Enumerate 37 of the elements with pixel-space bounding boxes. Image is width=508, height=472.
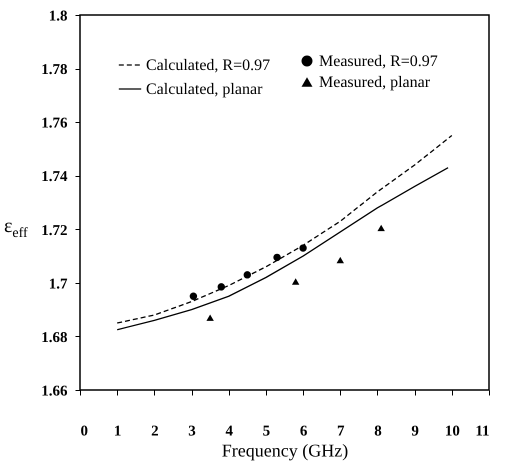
y-tick-label: 1.74	[41, 169, 68, 186]
x-tick-label: 9	[411, 424, 419, 440]
legend-label: Calculated, R=0.97	[146, 57, 270, 74]
point	[244, 271, 252, 279]
x-tick-label: 6	[300, 424, 308, 440]
point	[336, 256, 344, 264]
legend-label: Calculated, planar	[146, 81, 264, 98]
legend-label: Measured, planar	[319, 74, 431, 91]
point	[299, 244, 307, 252]
y-axis-title: ε$_{eff}$	[4, 215, 28, 242]
x-tick-label: 7	[337, 424, 346, 440]
x-tick-label: 2	[151, 424, 159, 440]
x-tick-label: 5	[262, 424, 270, 440]
point	[292, 278, 300, 285]
x-tick-label: 1	[114, 424, 122, 440]
y-tick-label: 1.72	[41, 222, 68, 239]
x-tick-label: 4	[225, 424, 234, 440]
x-tick-label: 11	[475, 424, 490, 440]
legend-label: Measured, R=0.97	[319, 53, 438, 70]
point	[206, 314, 214, 321]
y-tick-label: 1.8	[48, 8, 68, 24]
x-tick-label: 10	[444, 424, 460, 440]
y-tick-label: 1.78	[41, 62, 68, 78]
point	[377, 224, 385, 232]
x-tick-label: 3	[188, 424, 196, 440]
x-tick-label: 0	[80, 424, 88, 440]
y-tick-label: 1.7	[48, 276, 68, 292]
y-tick-label: 1.68	[41, 330, 68, 346]
x-tick-label: 8	[374, 424, 382, 440]
y-tick-label: 1.66	[41, 384, 68, 400]
line-series	[116, 134, 452, 324]
x-axis-title: Frequency (GHz)	[222, 440, 348, 460]
point	[190, 292, 198, 300]
y-tick-label: 1.76	[41, 116, 68, 132]
point	[218, 283, 225, 291]
point	[273, 254, 281, 262]
line-series	[116, 167, 449, 330]
